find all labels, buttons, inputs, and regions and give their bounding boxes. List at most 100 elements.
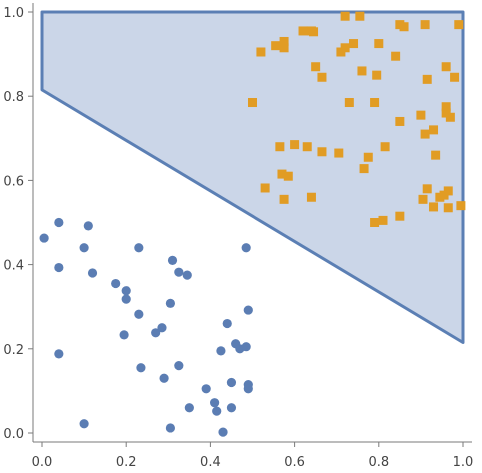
data-point-square: [363, 152, 373, 162]
data-point-square: [416, 110, 426, 120]
data-point-square: [344, 98, 354, 108]
data-point-square: [283, 171, 293, 181]
data-point-square: [395, 211, 405, 221]
data-point-circle: [83, 221, 93, 231]
data-point-circle: [134, 309, 144, 319]
data-points: [39, 11, 466, 437]
x-tick-label: 0.8: [368, 455, 389, 470]
data-point-circle: [218, 427, 228, 437]
data-point-circle: [241, 243, 251, 253]
data-point-square: [309, 27, 319, 37]
data-point-square: [340, 43, 350, 53]
data-point-circle: [39, 233, 49, 243]
data-point-square: [399, 22, 409, 32]
data-point-circle: [212, 406, 222, 416]
data-point-circle: [167, 255, 178, 265]
data-point-square: [302, 142, 312, 152]
data-point-square: [355, 11, 365, 21]
data-point-square: [418, 194, 428, 204]
data-point-square: [271, 41, 281, 51]
data-point-square: [456, 201, 466, 211]
data-point-square: [441, 102, 451, 112]
y-tick-label: 0.2: [3, 343, 24, 358]
ticks: 0.0 0.2 0.4 0.6 0.8 1.0 0.0 0.2 0.4 0.6 0.8 1.0: [3, 6, 473, 470]
data-point-square: [372, 70, 382, 80]
data-point-square: [279, 43, 289, 53]
data-point-square: [391, 51, 401, 61]
data-point-square: [422, 184, 432, 194]
data-point-circle: [134, 243, 144, 253]
data-point-circle: [119, 330, 129, 340]
data-point-square: [357, 66, 367, 76]
data-point-square: [429, 202, 439, 212]
data-point-square: [443, 186, 453, 196]
data-point-circle: [159, 373, 169, 383]
data-point-square: [279, 36, 289, 46]
data-point-circle: [111, 278, 121, 289]
data-point-square: [395, 116, 405, 126]
data-point-square: [256, 47, 266, 57]
x-tick-label: 0.4: [200, 455, 221, 470]
data-point-square: [359, 164, 369, 174]
data-point-square: [248, 98, 257, 108]
data-point-square: [370, 98, 380, 108]
data-point-square: [431, 150, 441, 160]
data-point-circle: [79, 419, 89, 429]
x-tick-label: 1.0: [453, 455, 474, 470]
y-tick-label: 0.6: [3, 174, 24, 189]
data-point-square: [279, 194, 289, 204]
data-point-square: [260, 183, 270, 193]
data-point-square: [275, 142, 285, 152]
data-point-square: [317, 147, 327, 157]
data-point-square: [290, 140, 300, 150]
data-point-circle: [121, 286, 131, 296]
shaded-region: [40, 10, 465, 344]
x-tick-label: 0.6: [284, 455, 305, 470]
data-point-square: [450, 72, 460, 82]
data-point-circle: [201, 384, 211, 394]
data-point-circle: [151, 328, 161, 338]
data-point-circle: [243, 384, 253, 394]
data-point-circle: [157, 323, 167, 333]
data-point-square: [317, 72, 327, 82]
data-point-circle: [54, 349, 64, 359]
data-point-square: [277, 169, 287, 179]
data-point-circle: [226, 377, 237, 388]
data-point-square: [420, 20, 430, 30]
data-point-circle: [216, 346, 226, 356]
data-point-square: [441, 62, 451, 72]
data-point-square: [311, 62, 321, 72]
data-point-circle: [54, 262, 64, 273]
data-point-circle: [174, 361, 184, 371]
data-point-square: [370, 218, 380, 227]
axes: [32, 3, 472, 443]
data-point-square: [443, 203, 453, 213]
data-point-square: [374, 39, 384, 49]
x-tick-label: 0.2: [116, 455, 137, 470]
data-point-circle: [184, 403, 194, 413]
data-point-circle: [165, 298, 176, 308]
data-point-square: [422, 74, 432, 84]
data-point-square: [298, 26, 308, 36]
y-tick-label: 0.8: [3, 90, 24, 105]
y-tick-label: 0.0: [3, 427, 24, 442]
x-tick-label: 0.0: [32, 455, 53, 470]
data-point-circle: [165, 423, 176, 433]
data-point-circle: [79, 243, 89, 253]
data-point-square: [340, 11, 350, 21]
data-point-circle: [54, 217, 64, 228]
data-point-square: [306, 192, 316, 202]
data-point-square: [429, 125, 439, 135]
data-point-circle: [210, 398, 220, 408]
data-point-circle: [182, 270, 192, 280]
data-point-square: [380, 142, 390, 152]
data-point-circle: [136, 363, 146, 373]
data-point-circle: [222, 318, 232, 329]
data-point-square: [454, 20, 464, 30]
data-point-square: [420, 129, 430, 139]
data-point-square: [445, 112, 455, 122]
data-point-circle: [243, 305, 253, 315]
data-point-square: [349, 39, 359, 49]
data-point-square: [378, 215, 388, 225]
